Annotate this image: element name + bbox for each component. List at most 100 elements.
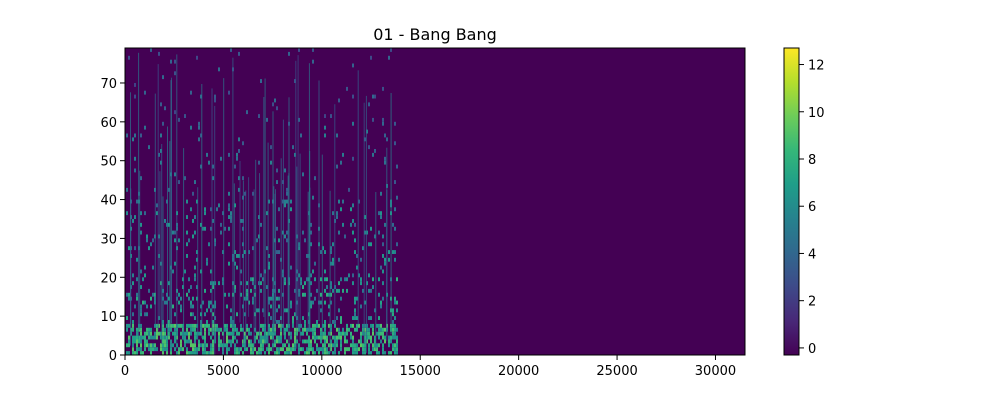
spectrogram-cell bbox=[276, 351, 278, 355]
colorbar-tick-label: 6 bbox=[808, 200, 816, 215]
spectrogram-cell bbox=[362, 331, 364, 336]
spectrogram-streak bbox=[390, 93, 392, 335]
spectrogram-cell bbox=[194, 339, 196, 344]
spectrogram-cell bbox=[252, 347, 254, 352]
spectrogram-cell bbox=[268, 199, 270, 204]
spectrogram-cell bbox=[196, 331, 198, 336]
spectrogram-cell bbox=[198, 347, 200, 352]
spectrogram-cell bbox=[232, 335, 234, 340]
spectrogram-cell bbox=[250, 351, 252, 355]
spectrogram-cell bbox=[208, 242, 210, 247]
spectrogram-streak bbox=[274, 193, 276, 328]
spectrogram-cell bbox=[180, 296, 182, 301]
spectrogram-cell bbox=[364, 339, 366, 344]
spectrogram-cell bbox=[140, 331, 142, 336]
spectrogram-cell bbox=[368, 102, 370, 107]
spectrogram-cell bbox=[324, 339, 326, 344]
spectrogram-cell bbox=[186, 199, 188, 204]
spectrogram-cell bbox=[318, 335, 320, 340]
spectrogram-cell bbox=[280, 331, 282, 336]
spectrogram-cell bbox=[242, 141, 244, 146]
spectrogram-cell bbox=[372, 347, 374, 352]
spectrogram-cell bbox=[204, 347, 206, 352]
spectrogram-cell bbox=[330, 300, 332, 305]
y-tick-label: 10 bbox=[100, 310, 117, 325]
spectrogram-cell bbox=[324, 269, 326, 274]
spectrogram-cell bbox=[352, 156, 354, 161]
x-axis: 0 5000 10000 15000 20000 25000 30000 bbox=[121, 355, 736, 379]
spectrogram-cell bbox=[252, 343, 254, 348]
spectrogram-cell bbox=[270, 304, 272, 309]
spectrogram-cell bbox=[354, 343, 356, 348]
spectrogram-cell bbox=[128, 323, 130, 328]
spectrogram-cell bbox=[266, 117, 268, 122]
spectrogram-cell bbox=[228, 331, 230, 336]
spectrogram-cell bbox=[316, 347, 318, 352]
spectrogram-cell bbox=[274, 327, 276, 332]
spectrogram-cell bbox=[292, 347, 294, 352]
spectrogram-cell bbox=[168, 320, 170, 324]
spectrogram-cell bbox=[132, 273, 134, 278]
spectrogram-cell bbox=[146, 234, 148, 239]
spectrogram-streak bbox=[169, 141, 171, 337]
spectrogram-cell bbox=[284, 331, 286, 336]
colorbar-tick-label: 10 bbox=[808, 106, 825, 121]
spectrogram-cell bbox=[224, 292, 226, 297]
spectrogram-cell bbox=[332, 335, 334, 340]
spectrogram-cell bbox=[356, 327, 358, 332]
spectrogram-cell bbox=[218, 67, 220, 72]
spectrogram-cell bbox=[284, 277, 286, 282]
spectrogram-cell bbox=[168, 187, 170, 192]
spectrogram-cell bbox=[378, 230, 380, 235]
spectrogram-cell bbox=[346, 327, 348, 332]
spectrogram-cell bbox=[260, 323, 262, 328]
spectrogram-cell bbox=[338, 281, 340, 286]
spectrogram-streak bbox=[253, 189, 255, 347]
spectrogram-cell bbox=[340, 339, 342, 344]
spectrogram-streak bbox=[154, 93, 156, 325]
spectrogram-cell bbox=[136, 339, 138, 344]
spectrogram-cell bbox=[336, 288, 338, 293]
spectrogram-cell bbox=[182, 285, 184, 289]
spectrogram-cell bbox=[356, 296, 358, 301]
spectrogram-cell bbox=[250, 277, 252, 282]
spectrogram-cell bbox=[250, 288, 252, 293]
spectrogram-cell bbox=[246, 323, 248, 328]
spectrogram-cell bbox=[160, 149, 162, 153]
spectrogram-cell bbox=[276, 106, 278, 111]
spectrogram-cell bbox=[276, 250, 278, 254]
spectrogram-cell bbox=[140, 222, 142, 227]
spectrogram-cell bbox=[388, 343, 390, 348]
spectrogram-cell bbox=[354, 238, 356, 243]
spectrogram-cell bbox=[264, 351, 266, 355]
spectrogram-cell bbox=[140, 312, 142, 317]
spectrogram-streak bbox=[162, 196, 164, 325]
spectrogram-cell bbox=[362, 288, 364, 293]
spectrogram-cell bbox=[344, 335, 346, 340]
spectrogram-cell bbox=[222, 277, 224, 282]
spectrogram-cell bbox=[318, 351, 320, 355]
spectrogram-cell bbox=[196, 250, 198, 254]
spectrogram-cell bbox=[144, 339, 146, 344]
spectrogram-cell bbox=[156, 335, 158, 340]
spectrogram-cell bbox=[336, 133, 338, 138]
spectrogram-cell bbox=[204, 339, 206, 344]
spectrogram-cell bbox=[140, 285, 142, 289]
spectrogram-cell bbox=[322, 331, 324, 336]
x-tick-label: 0 bbox=[121, 364, 129, 379]
colorbar-tick-label: 2 bbox=[808, 295, 816, 310]
spectrogram-cell bbox=[150, 331, 152, 336]
spectrogram-cell bbox=[132, 323, 134, 328]
spectrogram-cell bbox=[346, 347, 348, 352]
spectrogram-cell bbox=[250, 347, 252, 352]
spectrogram-cell bbox=[292, 145, 294, 150]
spectrogram-cell bbox=[320, 339, 322, 344]
spectrogram-cell bbox=[368, 347, 370, 352]
x-tick-label: 15000 bbox=[400, 364, 441, 379]
spectrogram-cell bbox=[356, 254, 358, 258]
spectrogram-cell bbox=[180, 331, 182, 336]
spectrogram-cell bbox=[252, 300, 254, 305]
spectrogram-cell bbox=[192, 343, 194, 348]
spectrogram-cell bbox=[232, 331, 234, 336]
spectrogram-cell bbox=[364, 331, 366, 336]
